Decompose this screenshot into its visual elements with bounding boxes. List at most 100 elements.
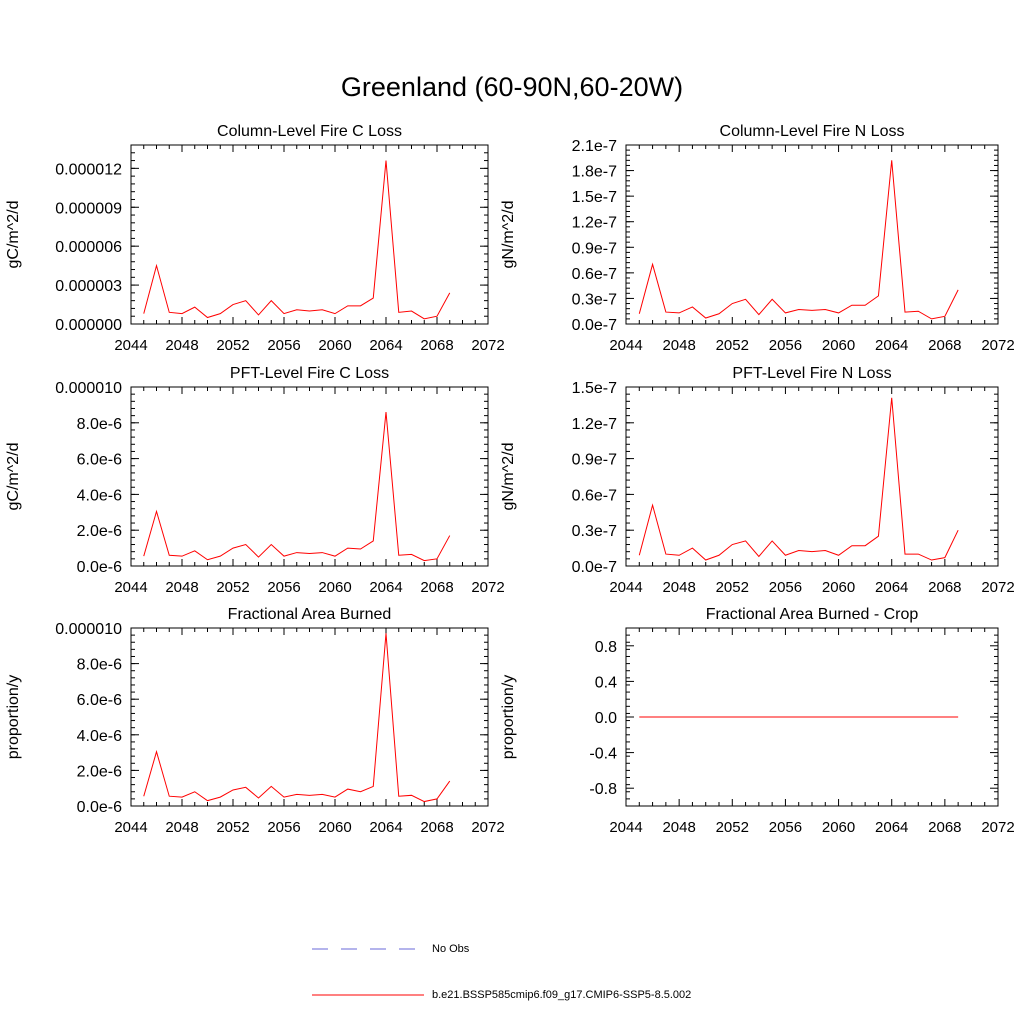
y-tick-label: 0.000010	[55, 380, 122, 397]
x-tick-label: 2048	[165, 579, 198, 596]
y-tick-label: 0.0e-6	[77, 559, 122, 576]
x-tick-label: 2060	[822, 819, 855, 836]
page-title: Greenland (60-90N,60-20W)	[340, 72, 684, 102]
x-tick-label: 2072	[981, 579, 1014, 596]
y-tick-label: 1.2e-7	[572, 215, 617, 232]
y-tick-label: -0.8	[589, 781, 617, 798]
y-tick-label: 0.0e-7	[572, 317, 617, 334]
y-tick-label: 0.000010	[55, 621, 122, 638]
series-line-1	[638, 160, 959, 320]
x-tick-label: 2056	[267, 337, 300, 354]
x-tick-label: 2052	[216, 337, 249, 354]
panel-title: PFT-Level Fire C Loss	[230, 365, 389, 382]
y-tick-label: 0.6e-7	[572, 266, 617, 283]
plot-frame	[625, 144, 999, 325]
legend-obs-label: No Obs	[432, 943, 470, 955]
x-tick-label: 2060	[318, 819, 351, 836]
x-tick-label: 2048	[662, 579, 695, 596]
y-tick-label: 0.9e-7	[572, 240, 617, 257]
y-tick-label: 0.9e-7	[572, 452, 617, 469]
y-tick-label: 0.000003	[55, 278, 122, 295]
x-tick-label: 2056	[769, 337, 802, 354]
legend-obs-line	[312, 948, 424, 950]
x-tick-label: 2068	[928, 337, 961, 354]
plot-frame	[130, 144, 489, 325]
x-tick-label: 2060	[822, 337, 855, 354]
panel-4: PFT-Level Fire N Loss gN/m^2/d 2044 2048 205…	[500, 365, 1015, 596]
x-tick-label: 2056	[769, 579, 802, 596]
y-axis-label: gN/m^2/d	[500, 443, 517, 511]
panel-3: PFT-Level Fire C Loss gC/m^2/d 2044 2048 205…	[5, 365, 505, 596]
panel-title: PFT-Level Fire N Loss	[732, 365, 891, 382]
x-tick-label: 2044	[609, 579, 642, 596]
x-tick-label: 2068	[420, 819, 453, 836]
x-tick-label: 2060	[318, 579, 351, 596]
panel-title: Column-Level Fire N Loss	[720, 123, 905, 140]
y-tick-label: 1.5e-7	[572, 380, 617, 397]
y-tick-label: 0.3e-7	[572, 523, 617, 540]
x-tick-label: 2044	[114, 579, 147, 596]
y-tick-label: -0.4	[589, 746, 617, 763]
x-tick-label: 2044	[609, 819, 642, 836]
y-axis-label: gC/m^2/d	[5, 201, 22, 269]
x-tick-label: 2056	[267, 579, 300, 596]
x-tick-label: 2052	[216, 819, 249, 836]
x-tick-label: 2044	[114, 337, 147, 354]
y-tick-label: 0.0	[595, 710, 617, 727]
x-tick-label: 2064	[875, 579, 908, 596]
y-tick-label: 2.0e-6	[77, 523, 122, 540]
legend-series-line	[312, 994, 424, 996]
x-tick-label: 2060	[318, 337, 351, 354]
y-axis-label: proportion/y	[500, 675, 517, 760]
panel-title: Fractional Area Burned - Crop	[706, 606, 919, 623]
y-tick-label: 0.000006	[55, 239, 122, 256]
y-tick-label: 8.0e-6	[77, 657, 122, 674]
panel-1: Column-Level Fire C Loss gC/m^2/d 2044 2048…	[5, 123, 505, 354]
x-tick-label: 2064	[875, 819, 908, 836]
x-tick-label: 2048	[662, 337, 695, 354]
y-axis-label: gC/m^2/d	[5, 443, 22, 511]
y-tick-label: 0.8	[595, 639, 617, 656]
y-tick-label: 2.0e-6	[77, 763, 122, 780]
y-tick-label: 0.000012	[55, 161, 122, 178]
y-tick-label: 6.0e-6	[77, 692, 122, 709]
series-line-1	[143, 160, 451, 320]
x-tick-label: 2044	[609, 337, 642, 354]
series-line-1	[143, 633, 451, 803]
y-tick-label: 6.0e-6	[77, 452, 122, 469]
y-axis-label: gN/m^2/d	[500, 201, 517, 269]
x-tick-label: 2048	[165, 337, 198, 354]
x-tick-label: 2044	[114, 819, 147, 836]
series-line-1	[638, 397, 959, 561]
y-tick-label: 0.3e-7	[572, 291, 617, 308]
x-tick-label: 2072	[981, 819, 1014, 836]
panel-title: Column-Level Fire C Loss	[217, 123, 402, 140]
y-tick-label: 4.0e-6	[77, 487, 122, 504]
x-tick-label: 2052	[216, 579, 249, 596]
y-tick-label: 0.000000	[55, 317, 122, 334]
y-tick-label: 0.4	[595, 674, 617, 691]
y-axis-label: proportion/y	[5, 675, 22, 760]
y-tick-label: 4.0e-6	[77, 728, 122, 745]
x-tick-label: 2064	[875, 337, 908, 354]
panel-title: Fractional Area Burned	[228, 606, 392, 623]
x-tick-label: 2056	[769, 819, 802, 836]
panel-2: Column-Level Fire N Loss gN/m^2/d 2044 2048…	[500, 123, 1015, 354]
x-tick-label: 2068	[420, 579, 453, 596]
x-tick-label: 2068	[928, 819, 961, 836]
x-tick-label: 2072	[471, 579, 504, 596]
y-tick-label: 1.5e-7	[572, 189, 617, 206]
y-tick-label: 0.000009	[55, 200, 122, 217]
x-tick-label: 2072	[471, 819, 504, 836]
y-tick-label: 0.0e-6	[77, 799, 122, 816]
plot-frame	[625, 386, 999, 567]
series-line-1	[143, 412, 451, 562]
x-tick-label: 2060	[822, 579, 855, 596]
y-tick-label: 1.8e-7	[572, 164, 617, 181]
x-tick-label: 2064	[369, 819, 402, 836]
x-tick-label: 2052	[716, 337, 749, 354]
x-tick-label: 2064	[369, 579, 402, 596]
y-tick-label: 0.6e-7	[572, 487, 617, 504]
x-tick-label: 2052	[716, 819, 749, 836]
